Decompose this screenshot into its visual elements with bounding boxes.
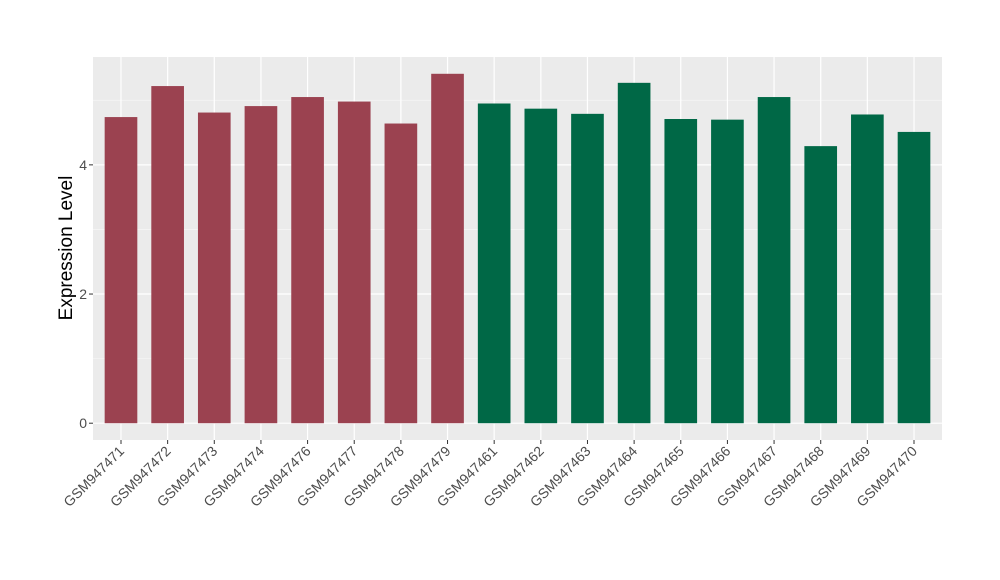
bar [151, 86, 184, 424]
bar [804, 146, 838, 424]
y-tick-label: 4 [79, 157, 87, 173]
bar [244, 106, 278, 424]
bar [291, 97, 324, 424]
bar [571, 113, 604, 424]
bar [337, 101, 371, 424]
bar [431, 73, 464, 424]
bar [897, 131, 931, 424]
bar [757, 97, 791, 424]
bar [197, 112, 231, 424]
bar [617, 82, 651, 424]
bar [477, 103, 511, 424]
bar [524, 108, 558, 424]
y-axis-title: Expression Level [56, 176, 77, 321]
plot-panel [93, 57, 942, 440]
bar [664, 119, 698, 424]
bar [104, 117, 138, 424]
bar [851, 114, 884, 424]
y-tick-label: 2 [79, 286, 87, 302]
bar [711, 119, 744, 424]
bar [384, 123, 418, 424]
y-tick-label: 0 [79, 415, 87, 431]
